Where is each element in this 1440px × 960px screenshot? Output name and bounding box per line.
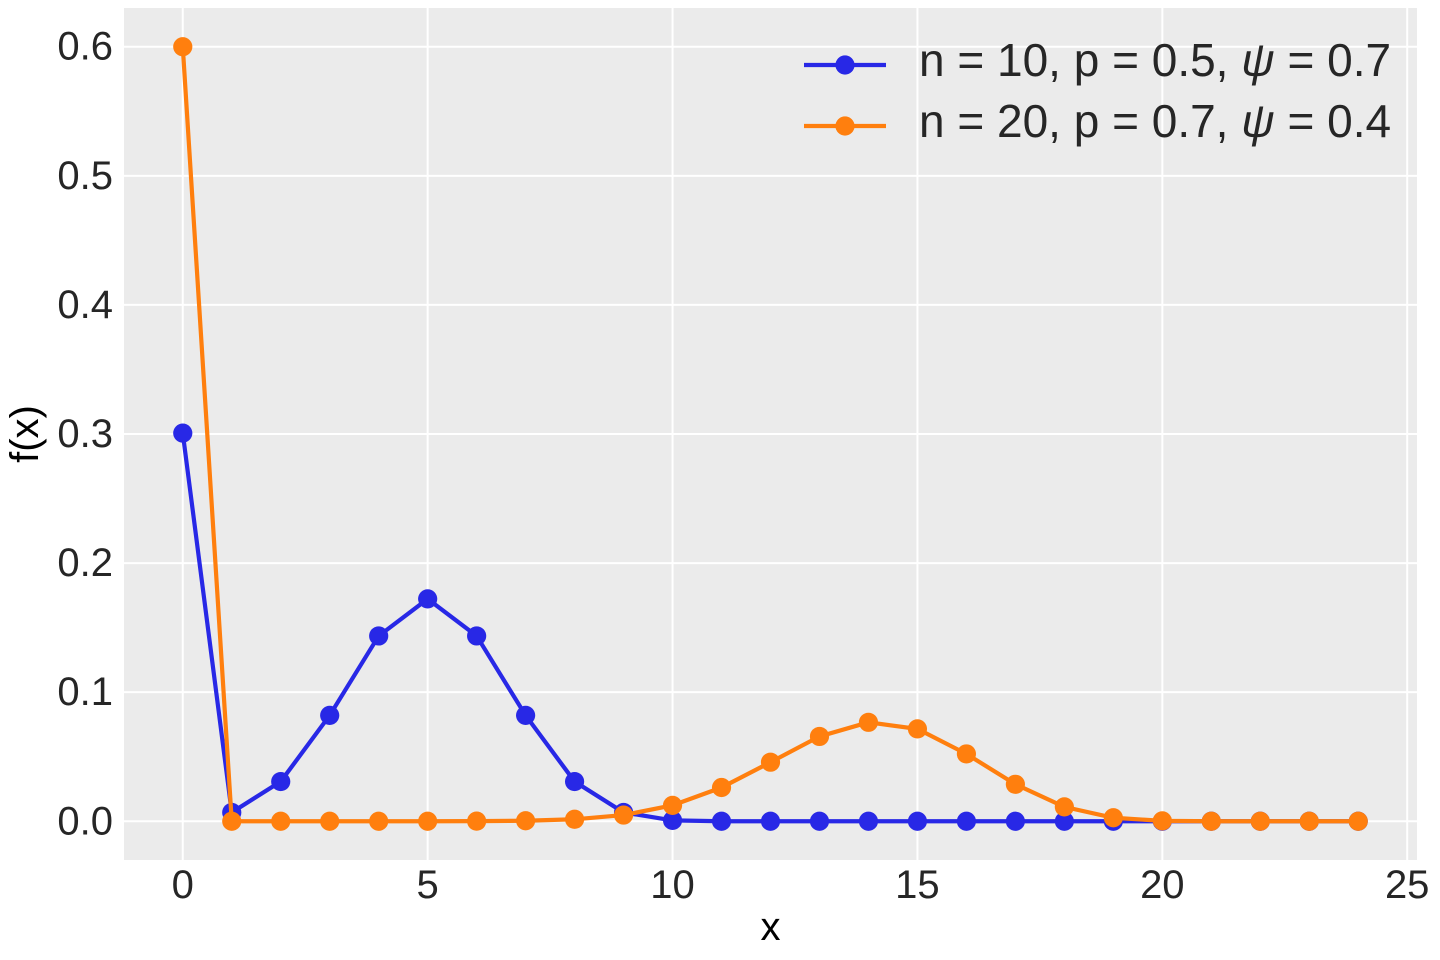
svg-text:0.0: 0.0 <box>57 799 113 843</box>
svg-text:n = 20, p = 0.7, ψ = 0.4: n = 20, p = 0.7, ψ = 0.4 <box>919 95 1391 147</box>
svg-text:0.6: 0.6 <box>57 25 113 69</box>
svg-text:10: 10 <box>650 863 695 907</box>
svg-text:20: 20 <box>1140 863 1185 907</box>
svg-text:0.1: 0.1 <box>57 670 113 714</box>
svg-text:x: x <box>761 905 781 949</box>
svg-text:15: 15 <box>895 863 940 907</box>
svg-text:0: 0 <box>172 863 194 907</box>
svg-text:5: 5 <box>417 863 439 907</box>
svg-text:0.4: 0.4 <box>57 283 113 327</box>
svg-text:25: 25 <box>1385 863 1430 907</box>
svg-text:f(x): f(x) <box>3 405 47 463</box>
svg-text:0.2: 0.2 <box>57 541 113 585</box>
svg-text:0.3: 0.3 <box>57 412 113 456</box>
svg-text:0.5: 0.5 <box>57 154 113 198</box>
svg-text:n = 10, p = 0.5, ψ = 0.7: n = 10, p = 0.5, ψ = 0.7 <box>919 34 1391 86</box>
